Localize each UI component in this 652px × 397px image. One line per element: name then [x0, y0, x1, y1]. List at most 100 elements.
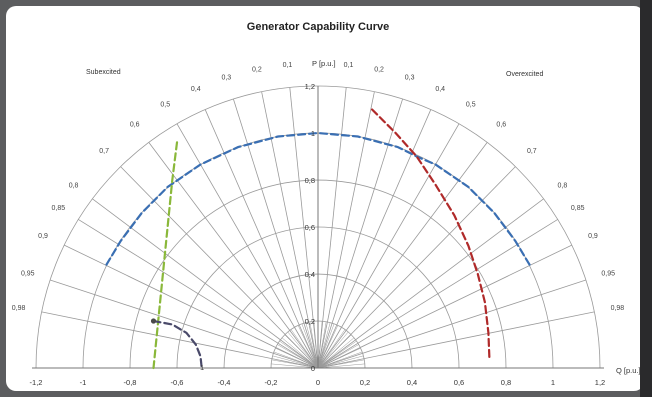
pf-label-right-4: 0,5	[466, 101, 476, 108]
pf-label-right-10: 0,95	[601, 271, 615, 278]
pf-label-right-0: 0,1	[344, 62, 354, 69]
minor-radial-130	[287, 331, 319, 369]
minor-radial-155	[275, 347, 319, 369]
y-tick-label-6: 1,2	[305, 82, 315, 91]
y-tick-label-3: 0,6	[305, 223, 315, 232]
y-tick-label-2: 0,4	[305, 270, 315, 279]
pf-line-left-3	[204, 109, 319, 369]
minor-radial-60	[317, 327, 342, 369]
minor-radial-25	[317, 347, 361, 369]
pf-line-right-7	[317, 198, 544, 369]
pf-label-left-1: 0,2	[252, 67, 262, 74]
pf-line-left-10	[49, 279, 319, 369]
x-tick-label-9: 0,6	[454, 378, 464, 387]
pf-line-left-5	[148, 142, 319, 369]
minor-radial-5	[317, 363, 365, 369]
minor-radial-160	[273, 351, 319, 369]
pf-label-left-10: 0,95	[21, 271, 35, 278]
x-tick-label-6: 0	[316, 378, 320, 387]
pf-label-left-0: 0,1	[283, 62, 293, 69]
x-tick-label-4: -0,4	[218, 378, 231, 387]
y-tick-label-1: 0,2	[305, 317, 315, 326]
y-tick-label-4: 0,8	[305, 176, 315, 185]
minor-radial-35	[317, 340, 357, 369]
chart-title: Generator Capability Curve	[247, 21, 389, 33]
x-tick-label-7: 0,2	[360, 378, 370, 387]
overexcited-label: Overexcited	[506, 71, 543, 78]
pf-label-left-8: 0,85	[52, 205, 66, 212]
polar-grid	[32, 85, 604, 369]
minor-radial-120	[294, 327, 319, 369]
x-axis-label: Q [p.u.]	[616, 366, 641, 375]
x-tick-label-8: 0,4	[407, 378, 417, 387]
minor-radial-15	[317, 355, 364, 369]
pf-label-left-9: 0,9	[38, 233, 48, 240]
pf-label-right-6: 0,7	[527, 148, 537, 155]
series-marker-0	[150, 318, 157, 324]
minor-radial-45	[317, 334, 352, 369]
minor-radial-20	[317, 351, 363, 369]
pf-label-left-2: 0,3	[221, 75, 231, 82]
minor-radial-70	[317, 323, 335, 369]
pf-line-right-5	[317, 142, 488, 369]
pf-label-right-7: 0,8	[558, 183, 568, 190]
window-edge	[640, 0, 652, 397]
pf-label-left-7: 0,8	[69, 183, 79, 190]
series-line-1	[371, 108, 491, 362]
minor-radial-170	[271, 359, 319, 369]
x-tick-label-2: -0,8	[124, 378, 137, 387]
minor-radial-50	[317, 331, 349, 369]
pf-label-left-11: 0,98	[12, 305, 26, 312]
minor-radial-65	[317, 325, 339, 369]
pf-label-left-6: 0,7	[99, 148, 109, 155]
stray-label: 1	[200, 363, 204, 372]
y-tick-label-5: 1	[311, 129, 315, 138]
series-line-0	[105, 131, 531, 266]
label-layer: Generator Capability Curve P [p.u.] Q [p…	[12, 21, 641, 387]
minor-radial-105	[305, 322, 319, 369]
pf-label-left-5: 0,6	[130, 122, 140, 129]
x-tick-label-5: -0,2	[265, 378, 278, 387]
minor-radial-145	[279, 340, 319, 369]
x-tick-label-10: 0,8	[501, 378, 511, 387]
minor-radial-125	[290, 329, 319, 369]
pf-label-left-3: 0,4	[191, 86, 201, 93]
pf-line-left-7	[92, 198, 319, 369]
series-line-2	[152, 141, 179, 370]
minor-radial-165	[272, 355, 319, 369]
pf-line-right-8	[317, 219, 558, 369]
minor-radial-75	[317, 322, 331, 369]
pf-line-right-11	[317, 311, 595, 369]
minor-radial-150	[277, 344, 319, 369]
minor-radial-40	[317, 337, 355, 369]
pf-line-right-10	[317, 279, 587, 369]
minor-radial-55	[317, 329, 346, 369]
pf-label-right-5: 0,6	[496, 122, 506, 129]
x-tick-label-3: -0,6	[171, 378, 184, 387]
pf-label-right-11: 0,98	[611, 305, 625, 312]
pf-line-right-9	[317, 244, 572, 369]
x-tick-label-11: 1	[551, 378, 555, 387]
minor-radial-115	[297, 325, 319, 369]
chart-panel	[6, 6, 644, 391]
pf-label-right-9: 0,9	[588, 233, 598, 240]
pf-label-right-8: 0,85	[571, 205, 585, 212]
pf-label-right-1: 0,2	[374, 67, 384, 74]
minor-radial-140	[281, 337, 319, 369]
pf-line-left-9	[64, 244, 319, 369]
minor-radial-85	[317, 321, 323, 369]
y-axis-label: P [p.u.]	[312, 59, 336, 68]
series-layer	[105, 108, 531, 370]
x-tick-label-12: 1,2	[595, 378, 605, 387]
pf-line-left-2	[233, 98, 319, 369]
pf-label-left-4: 0,5	[160, 101, 170, 108]
y-tick-label-0: 0	[311, 364, 315, 373]
minor-radial-110	[301, 323, 319, 369]
subexcited-label: Subexcited	[86, 69, 121, 76]
minor-radial-30	[317, 344, 359, 369]
pf-line-right-2	[317, 98, 403, 369]
pf-line-left-11	[41, 311, 319, 369]
minor-radial-175	[271, 363, 319, 369]
